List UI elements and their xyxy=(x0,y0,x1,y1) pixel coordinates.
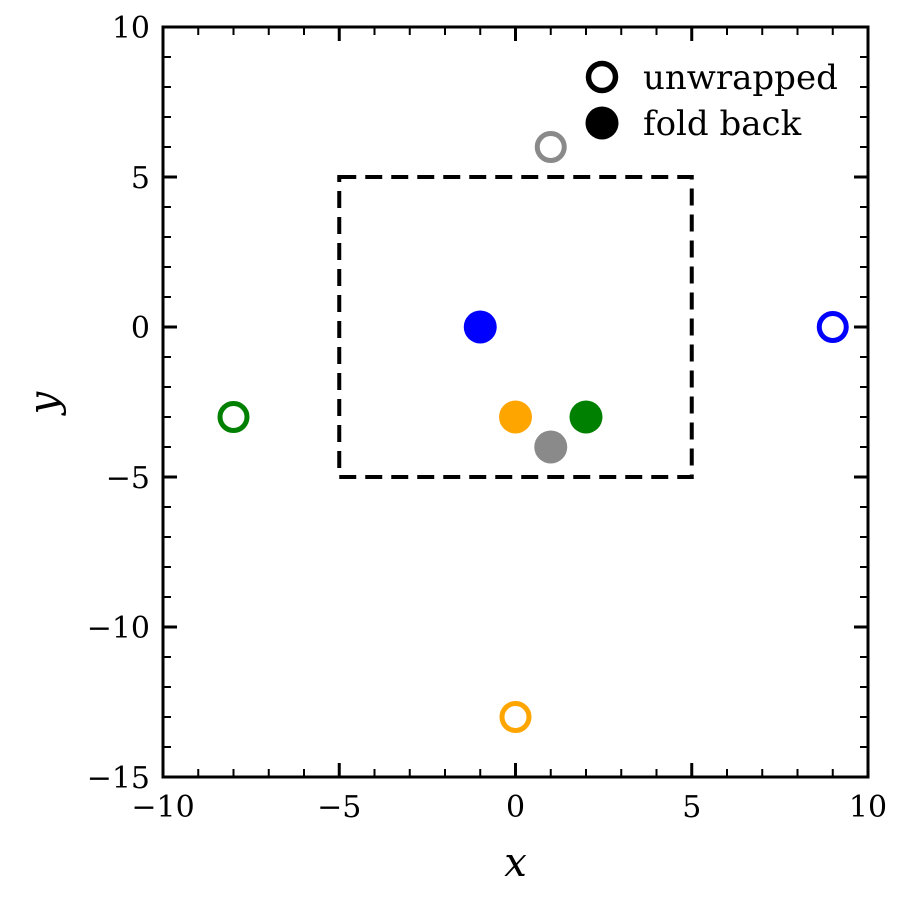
legend-label-unwrapped: unwrapped xyxy=(643,58,838,98)
data-point-unwrapped xyxy=(816,311,849,343)
x-tick-label: 0 xyxy=(506,790,525,825)
fold-region-box xyxy=(337,175,694,479)
data-point-unwrapped xyxy=(534,131,567,163)
data-point-fold-back xyxy=(463,310,497,344)
legend-marker-fold-back xyxy=(585,106,619,140)
x-tick-label: −10 xyxy=(131,790,194,825)
x-tick-label: 10 xyxy=(849,790,887,825)
x-tick-label: 5 xyxy=(682,790,701,825)
legend-marker-unwrapped xyxy=(585,60,619,94)
y-tick-label: −15 xyxy=(87,761,150,796)
y-tick-label: −5 xyxy=(106,461,150,496)
y-tick-label: 10 xyxy=(112,11,150,46)
y-tick-label: 5 xyxy=(131,161,150,196)
data-point-fold-back xyxy=(569,400,603,434)
data-point-fold-back xyxy=(499,400,532,434)
data-point-fold-back xyxy=(534,430,568,464)
legend-label-fold-back: fold back xyxy=(643,104,802,144)
data-point-unwrapped xyxy=(217,401,250,433)
y-tick-label: −10 xyxy=(87,611,150,646)
y-axis-label: y xyxy=(21,391,67,415)
y-tick-label: 0 xyxy=(131,311,150,346)
x-axis-label: x xyxy=(504,840,527,886)
x-tick-label: −5 xyxy=(317,790,361,825)
data-point-unwrapped xyxy=(499,701,532,733)
